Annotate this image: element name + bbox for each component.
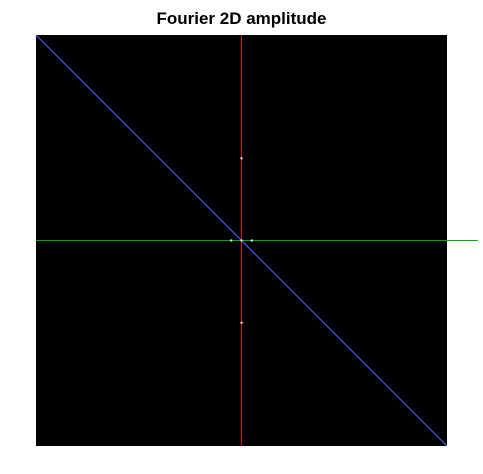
amplitude-peaks	[230, 157, 253, 324]
amplitude-peak	[240, 239, 243, 242]
amplitude-peak	[240, 157, 243, 160]
amplitude-peak	[250, 239, 253, 242]
amplitude-peak	[240, 321, 243, 324]
amplitude-peak	[230, 239, 233, 242]
chart-title: Fourier 2D amplitude	[156, 9, 327, 28]
